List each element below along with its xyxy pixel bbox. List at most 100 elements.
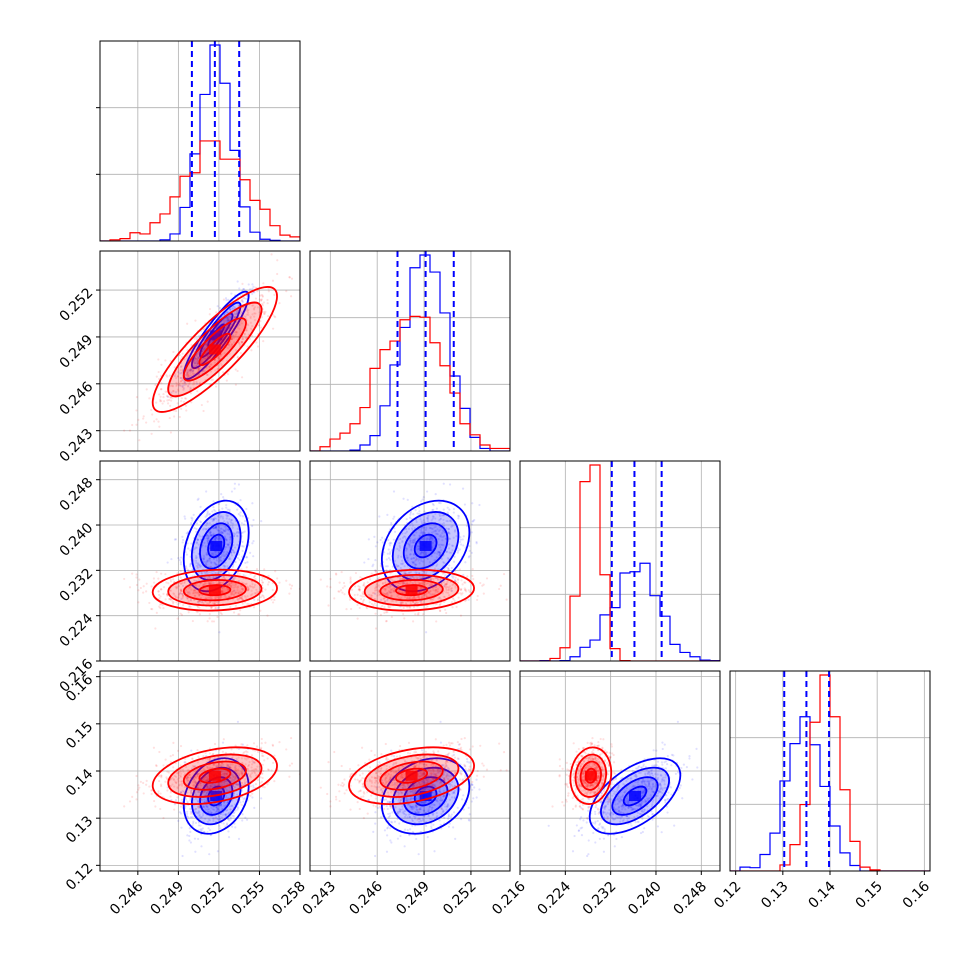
scatter-point xyxy=(418,596,421,600)
scatter-point xyxy=(173,366,176,369)
scatter-point xyxy=(418,582,421,585)
scatter-point xyxy=(148,397,151,400)
scatter-point xyxy=(226,318,230,321)
scatter-point xyxy=(188,580,191,583)
scatter-point xyxy=(247,313,250,316)
scatter-point xyxy=(162,400,166,403)
scatter-point xyxy=(327,604,330,607)
scatter-point xyxy=(306,588,308,590)
scatter-point xyxy=(458,568,461,571)
scatter-point xyxy=(434,512,437,515)
scatter-point xyxy=(205,591,208,594)
scatter-point xyxy=(241,771,244,774)
scatter-point xyxy=(245,566,248,569)
scatter-point xyxy=(383,605,386,609)
scatter-point xyxy=(358,586,361,589)
scatter-point xyxy=(429,537,432,540)
scatter-point xyxy=(159,400,162,403)
scatter-point xyxy=(348,598,352,601)
scatter-point xyxy=(406,556,409,560)
scatter-point xyxy=(139,780,142,783)
scatter-point xyxy=(271,588,274,592)
scatter-point xyxy=(240,322,244,325)
scatter-point xyxy=(243,751,246,754)
scatter-point xyxy=(209,570,212,573)
scatter-point xyxy=(206,373,209,376)
scatter-point xyxy=(194,359,197,363)
scatter-point xyxy=(215,806,218,809)
scatter-point xyxy=(426,605,429,608)
scatter-point xyxy=(226,808,229,812)
density-peak xyxy=(210,540,223,551)
scatter-point xyxy=(208,597,211,600)
scatter-point xyxy=(374,627,378,630)
scatter-point xyxy=(194,797,198,800)
scatter-point xyxy=(400,581,403,585)
scatter-point xyxy=(232,549,235,552)
scatter-point xyxy=(436,550,440,553)
scatter-point xyxy=(176,375,179,378)
scatter-point xyxy=(236,534,239,537)
scatter-point xyxy=(372,604,375,607)
scatter-point xyxy=(171,602,175,605)
scatter-point xyxy=(417,586,420,589)
scatter-point xyxy=(234,576,237,579)
scatter-point xyxy=(225,326,228,329)
scatter-point xyxy=(459,614,463,617)
scatter-point xyxy=(246,561,249,564)
scatter-point xyxy=(229,308,232,311)
scatter-point xyxy=(145,590,148,593)
scatter-point xyxy=(405,527,408,531)
scatter-point xyxy=(176,388,180,391)
scatter-point xyxy=(179,561,183,564)
scatter-point xyxy=(253,308,256,311)
scatter-point xyxy=(418,591,421,594)
scatter-point xyxy=(228,319,231,322)
scatter-point xyxy=(234,383,237,386)
scatter-point xyxy=(175,383,179,386)
scatter-point xyxy=(202,583,205,586)
scatter-point xyxy=(388,580,391,583)
scatter-point xyxy=(207,582,211,585)
scatter-point xyxy=(240,597,243,600)
scatter-point xyxy=(179,376,183,380)
scatter-point xyxy=(215,517,218,520)
scatter-point xyxy=(445,611,448,615)
scatter-point xyxy=(171,600,174,603)
scatter-point xyxy=(373,602,376,605)
scatter-point xyxy=(434,493,437,496)
scatter-point xyxy=(442,518,445,522)
scatter-point xyxy=(212,519,215,522)
scatter-point xyxy=(208,853,211,856)
scatter-point xyxy=(232,582,235,585)
y-tick-label: 0.232 xyxy=(57,565,97,605)
scatter-point xyxy=(222,576,225,579)
scatter-point xyxy=(137,452,139,454)
scatter-point xyxy=(223,530,227,533)
scatter-point xyxy=(409,606,412,609)
scatter-point xyxy=(253,583,257,587)
scatter-point xyxy=(188,382,191,386)
scatter-point xyxy=(220,560,223,563)
scatter-point xyxy=(399,582,402,586)
scatter-point xyxy=(402,612,405,616)
scatter-point xyxy=(363,561,366,564)
scatter-point xyxy=(186,542,189,545)
scatter-point xyxy=(209,785,212,788)
scatter-point xyxy=(231,329,235,332)
scatter-point xyxy=(197,369,200,372)
scatter-point xyxy=(223,550,226,553)
scatter-point xyxy=(204,352,207,355)
scatter-point xyxy=(192,579,196,582)
scatter-point xyxy=(439,534,442,537)
scatter-point xyxy=(197,577,200,580)
scatter-point xyxy=(378,576,381,579)
scatter-point xyxy=(196,812,200,815)
scatter-point xyxy=(123,577,126,581)
scatter-point xyxy=(422,496,425,499)
scatter-point xyxy=(189,807,192,810)
scatter-point xyxy=(194,776,197,779)
scatter-point xyxy=(386,592,389,595)
scatter-point xyxy=(379,564,382,567)
scatter-point xyxy=(439,546,442,549)
